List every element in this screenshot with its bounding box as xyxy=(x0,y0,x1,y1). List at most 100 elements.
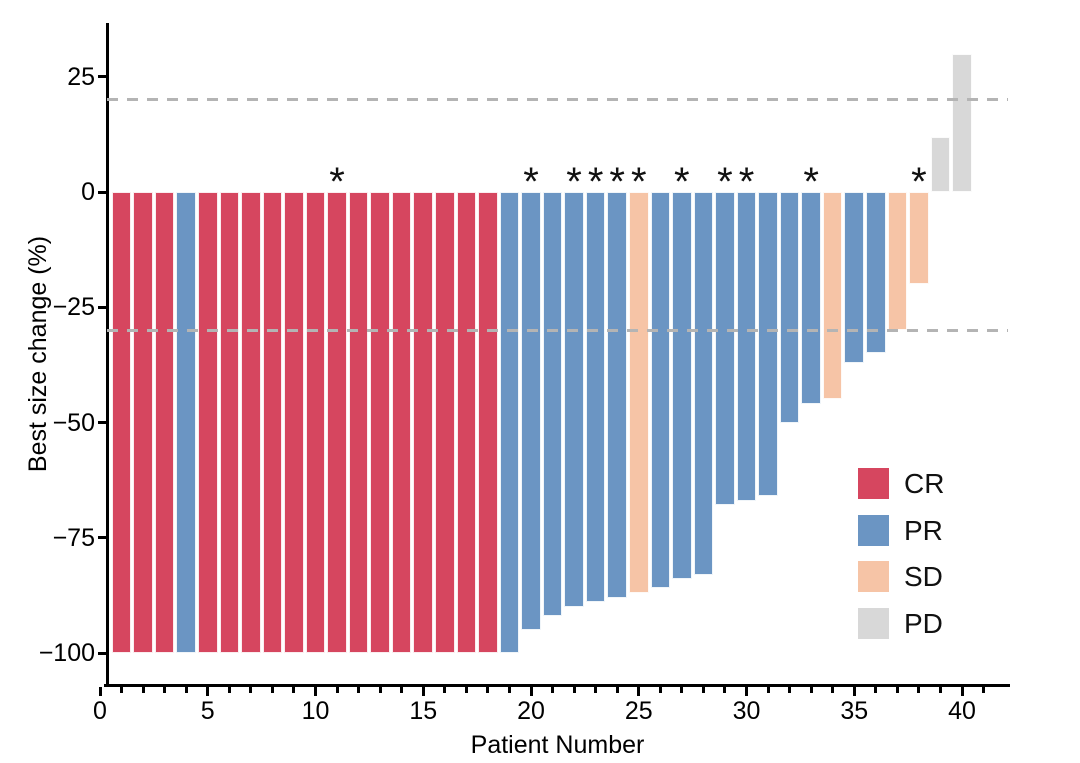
legend-swatch-sd xyxy=(858,561,889,592)
x-tick-label: 5 xyxy=(200,697,215,725)
bar-patient-24 xyxy=(607,192,627,598)
x-tick-label: 20 xyxy=(517,697,545,725)
x-tick-minor xyxy=(486,687,490,693)
y-axis-title: Best size change (%) xyxy=(24,235,52,473)
y-axis-line xyxy=(106,23,109,687)
asterisk-patient-30: * xyxy=(738,160,755,204)
legend-swatch-pd xyxy=(858,607,889,639)
bar-patient-4 xyxy=(176,192,196,653)
bar-patient-25 xyxy=(628,192,649,594)
y-tick xyxy=(98,421,107,424)
bar-patient-9 xyxy=(284,192,304,653)
y-tick xyxy=(98,190,107,194)
x-tick-major xyxy=(852,687,856,696)
bar-patient-32 xyxy=(779,192,800,423)
bar-patient-7 xyxy=(241,192,261,653)
bar-patient-2 xyxy=(133,192,153,653)
x-tick-minor xyxy=(270,687,274,693)
x-tick-minor xyxy=(184,687,188,693)
x-tick-major xyxy=(529,687,533,696)
bar-patient-1 xyxy=(111,192,132,653)
bar-patient-19 xyxy=(499,192,520,653)
x-tick-label: 15 xyxy=(409,697,438,725)
legend-swatch-pr xyxy=(858,514,889,546)
asterisk-patient-23: * xyxy=(587,160,604,204)
x-tick-minor xyxy=(982,687,986,693)
x-tick-minor xyxy=(292,687,296,693)
reference-line-20 xyxy=(107,98,1008,102)
x-tick-label: 30 xyxy=(732,697,761,725)
x-tick-minor xyxy=(658,687,662,693)
x-tick-minor xyxy=(809,687,813,693)
x-tick-minor xyxy=(120,687,124,693)
legend-label-sd: SD xyxy=(904,561,943,592)
x-tick-major xyxy=(637,687,641,696)
bar-patient-34 xyxy=(822,192,843,400)
x-tick-minor xyxy=(766,687,770,693)
bar-patient-39 xyxy=(930,136,951,192)
x-tick-label: 10 xyxy=(301,697,330,725)
legend-swatch-cr xyxy=(858,468,889,499)
bar-patient-20 xyxy=(521,192,541,630)
bar-patient-30 xyxy=(736,192,757,501)
x-tick-minor xyxy=(701,687,705,693)
x-tick-label: 40 xyxy=(948,697,976,725)
y-tick-label: −25 xyxy=(52,293,95,322)
y-tick-label: −100 xyxy=(38,639,95,667)
x-axis-title: Patient Number xyxy=(470,731,645,759)
x-tick-minor xyxy=(400,687,404,693)
x-tick-minor xyxy=(443,687,447,693)
x-tick-minor xyxy=(227,687,231,693)
x-tick-minor xyxy=(917,687,921,693)
x-tick-major xyxy=(314,687,317,696)
x-tick-minor xyxy=(680,687,684,693)
asterisk-patient-11: * xyxy=(329,160,345,204)
bar-patient-5 xyxy=(197,192,218,653)
x-tick-minor xyxy=(788,687,792,693)
asterisk-patient-27: * xyxy=(674,160,690,204)
y-tick-label: −50 xyxy=(52,408,95,437)
x-tick-major xyxy=(206,687,210,696)
legend-label-cr: CR xyxy=(904,468,945,499)
bar-patient-6 xyxy=(219,192,240,653)
legend-item-pd: PD xyxy=(858,607,943,639)
x-tick-minor xyxy=(507,687,511,693)
x-tick-major xyxy=(421,687,425,696)
bar-patient-13 xyxy=(370,192,390,653)
y-tick xyxy=(98,75,107,79)
x-tick-major xyxy=(98,687,102,696)
asterisk-patient-24: * xyxy=(609,160,625,204)
x-tick-minor xyxy=(831,687,835,693)
x-tick-major xyxy=(960,687,964,696)
asterisk-patient-33: * xyxy=(803,160,819,204)
bar-patient-35 xyxy=(844,192,865,363)
x-tick-minor xyxy=(895,687,899,693)
bar-patient-37 xyxy=(887,192,908,331)
x-tick-minor xyxy=(464,687,468,693)
bar-patient-12 xyxy=(348,192,369,653)
x-tick-label: 25 xyxy=(624,697,653,725)
x-tick-minor xyxy=(357,687,361,693)
x-tick-major xyxy=(745,687,748,696)
asterisk-patient-22: * xyxy=(566,160,582,204)
bar-patient-3 xyxy=(154,192,175,653)
asterisk-patient-38: * xyxy=(911,160,927,204)
y-tick-label: −75 xyxy=(52,523,95,552)
x-tick-minor xyxy=(378,687,382,693)
x-tick-minor xyxy=(551,687,555,693)
bar-patient-8 xyxy=(262,192,283,653)
x-tick-minor xyxy=(594,687,598,693)
bar-patient-31 xyxy=(758,192,778,497)
x-tick-minor xyxy=(141,687,145,693)
bar-patient-40 xyxy=(952,53,972,192)
bar-patient-29 xyxy=(715,192,735,506)
bar-patient-26 xyxy=(650,192,671,589)
x-tick-minor xyxy=(615,687,619,693)
bar-patient-11 xyxy=(327,192,347,653)
asterisk-patient-29: * xyxy=(717,160,733,204)
bar-patient-38 xyxy=(909,192,929,285)
legend-item-cr: CR xyxy=(858,468,944,499)
x-axis-line xyxy=(104,684,1010,687)
y-tick-label: 0 xyxy=(81,178,95,206)
